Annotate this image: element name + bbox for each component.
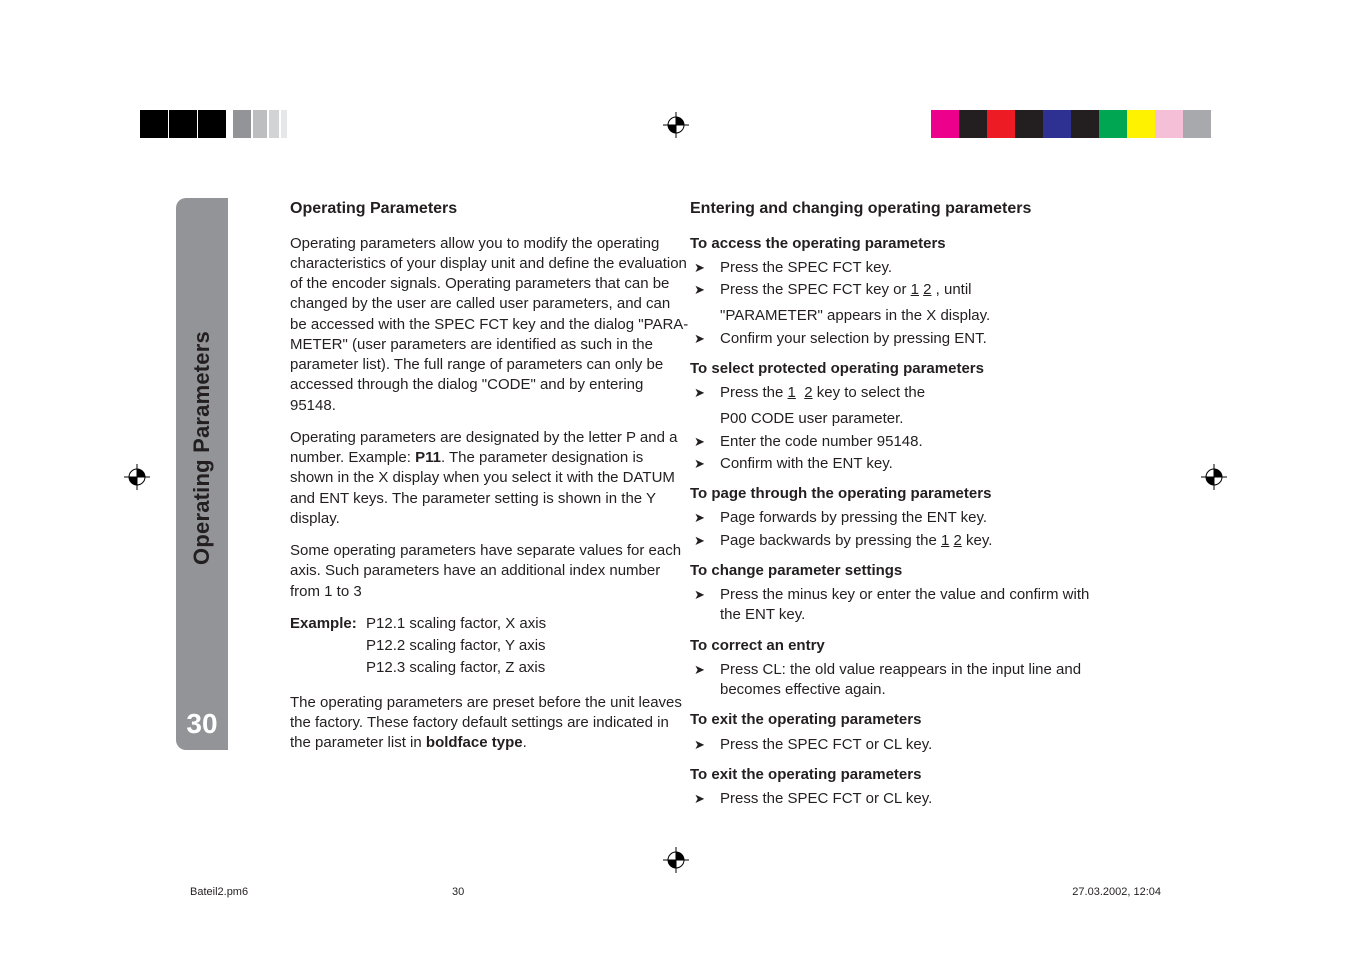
sub-exit-2: To exit the operating parameters (690, 765, 1100, 785)
list-item: Press the 1 2 key to select the (690, 383, 1100, 403)
footer-file: Bateil2.pm6 (190, 886, 248, 898)
top-bar-right (931, 110, 1211, 138)
list-item: Enter the code number 95148. (690, 432, 1100, 452)
footer-date: 27.03.2002, 12:04 (1072, 886, 1161, 898)
registration-mark-right (1201, 464, 1227, 490)
list-item: Page forwards by pressing the ENT key. (690, 508, 1100, 528)
sub-access: To access the operating parameters (690, 234, 1100, 254)
sub-protected: To select protected operating parameters (690, 359, 1100, 379)
list-page: Page forwards by pressing the ENT key. P… (690, 508, 1100, 551)
list-item: Press the SPEC FCT key. (690, 258, 1100, 278)
left-para-1: Operating parameters allow you to modify… (290, 234, 690, 416)
list-item: Press the SPEC FCT key or 1 2 , until (690, 280, 1100, 300)
list-item: Press CL: the old value reappears in the… (690, 660, 1100, 701)
list-protected: Press the 1 2 key to select the (690, 383, 1100, 403)
page-number: 30 (176, 698, 228, 750)
footer-line: Bateil2.pm6 30 27.03.2002, 12:04 (190, 886, 1161, 898)
list-item-cont: P00 CODE user parameter. (690, 409, 1100, 429)
registration-mark-top (663, 112, 689, 138)
list-access: Press the SPEC FCT key. Press the SPEC F… (690, 258, 1100, 301)
left-para-3: Some operating parameters have separate … (290, 541, 690, 602)
sub-exit-1: To exit the operating parameters (690, 710, 1100, 730)
section-tab-label: Operating Parameters (189, 331, 215, 565)
footer-page: 30 (452, 886, 464, 898)
list-item: Press the SPEC FCT or CL key. (690, 789, 1100, 809)
list-exit-2: Press the SPEC FCT or CL key. (690, 789, 1100, 809)
left-heading: Operating Parameters (290, 198, 690, 220)
section-tab: Operating Parameters (176, 198, 228, 698)
list-item: Press the SPEC FCT or CL key. (690, 735, 1100, 755)
right-heading: Entering and changing operating paramete… (690, 198, 1100, 220)
left-para-4: The operating parameters are preset befo… (290, 693, 690, 754)
left-para-2: Operating parameters are designated by t… (290, 428, 690, 529)
sub-page: To page through the operating parameters (690, 484, 1100, 504)
list-item-cont: "PARAMETER" appears in the X display. (690, 306, 1100, 326)
list-item: Page backwards by pressing the 1 2 key. (690, 531, 1100, 551)
registration-mark-left (124, 464, 150, 490)
top-bar-left (140, 110, 287, 138)
example-block: Example:P12.1 scaling factor, X axis P12… (290, 614, 690, 679)
list-item: Confirm your selection by pressing ENT. (690, 329, 1100, 349)
right-column: Entering and changing operating paramete… (690, 198, 1100, 817)
list-correct: Press CL: the old value reappears in the… (690, 660, 1100, 701)
sub-correct: To correct an entry (690, 636, 1100, 656)
registration-mark-bottom (663, 847, 689, 878)
sub-change: To change parameter settings (690, 561, 1100, 581)
list-exit-1: Press the SPEC FCT or CL key. (690, 735, 1100, 755)
list-item: Press the minus key or enter the value a… (690, 585, 1100, 626)
list-item: Confirm with the ENT key. (690, 454, 1100, 474)
list-change: Press the minus key or enter the value a… (690, 585, 1100, 626)
left-column: Operating Parameters Operating parameter… (290, 198, 690, 765)
